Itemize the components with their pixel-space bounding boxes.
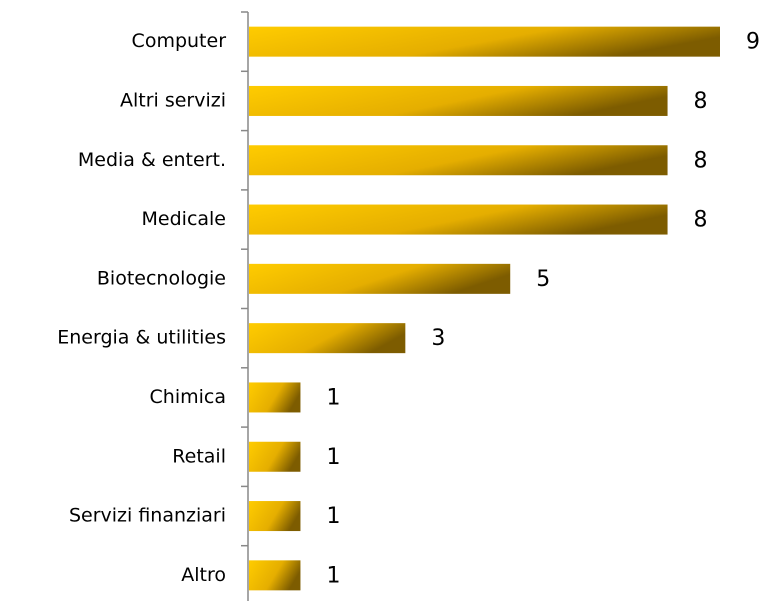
bar <box>249 560 301 591</box>
bar <box>249 441 301 472</box>
category-label: Altri servizi <box>120 89 226 111</box>
value-label: 8 <box>694 208 708 233</box>
value-label: 9 <box>746 30 760 55</box>
bar <box>249 323 406 354</box>
value-label: 3 <box>431 326 445 351</box>
bar <box>249 501 301 532</box>
category-label: Energia & utilities <box>57 327 226 349</box>
value-label: 1 <box>326 445 340 470</box>
category-label: Altro <box>181 564 226 586</box>
value-label: 8 <box>694 148 708 173</box>
category-label: Retail <box>172 445 226 467</box>
category-label: Chimica <box>150 386 226 408</box>
bar <box>249 26 720 57</box>
bar <box>249 204 668 235</box>
value-label: 1 <box>326 504 340 529</box>
value-label: 1 <box>326 385 340 410</box>
category-label: Media & entert. <box>78 149 226 171</box>
category-label: Computer <box>132 30 227 52</box>
value-label: 1 <box>326 563 340 588</box>
bar <box>249 85 668 116</box>
bar <box>249 263 511 294</box>
bar <box>249 145 668 176</box>
value-label: 8 <box>694 89 708 114</box>
category-label: Medicale <box>142 208 226 230</box>
bar <box>249 382 301 413</box>
category-label: Servizi finanziari <box>69 505 226 527</box>
value-label: 5 <box>536 267 550 292</box>
category-label: Biotecnologie <box>97 267 226 289</box>
